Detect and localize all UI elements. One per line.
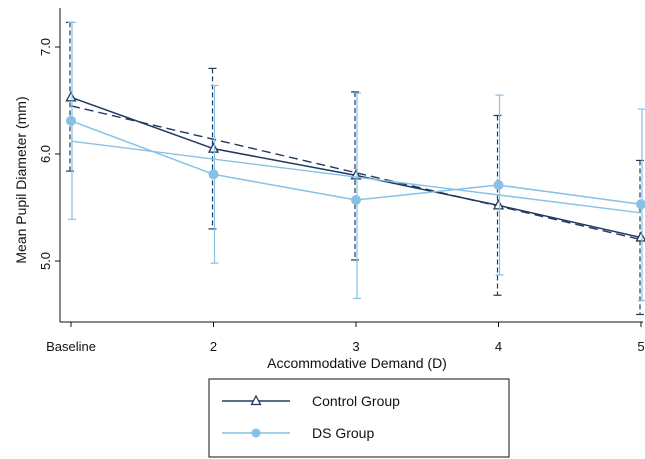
legend: Control Group DS Group (208, 378, 510, 458)
legend-marker (250, 394, 262, 406)
y-tick-label: 6.0 (38, 145, 53, 163)
data-point (66, 115, 76, 126)
fit-line (70, 140, 642, 214)
x-tick-label: 2 (210, 339, 217, 354)
y-tick-label: 5.0 (38, 252, 53, 270)
legend-marker (251, 428, 261, 438)
y-tick-label: 7.0 (38, 38, 53, 56)
axes: Baseline 2 3 4 5 5.0 6.0 7.0 (38, 8, 645, 354)
x-tick-label: Baseline (46, 339, 96, 354)
series-line (70, 120, 642, 206)
x-tick-label: 3 (352, 339, 359, 354)
legend-label: Control Group (312, 393, 400, 409)
x-tick-label: 5 (637, 339, 644, 354)
series-control-group (65, 21, 645, 316)
data-point (351, 195, 361, 206)
series-line (70, 96, 642, 239)
data-point (493, 180, 504, 191)
series-ds-group (66, 21, 645, 302)
y-axis-title: Mean Pupil Diameter (mm) (13, 96, 29, 263)
data-point (65, 90, 77, 102)
legend-label: DS Group (312, 425, 374, 441)
data-point (492, 198, 505, 210)
legend-box (208, 378, 510, 458)
plot-area (65, 21, 645, 316)
data-point (635, 231, 645, 242)
x-axis-title: Accommodative Demand (D) (267, 355, 447, 371)
x-tick-label: 4 (495, 339, 502, 354)
data-point (207, 142, 220, 153)
data-point (636, 199, 645, 210)
data-point (208, 169, 219, 180)
